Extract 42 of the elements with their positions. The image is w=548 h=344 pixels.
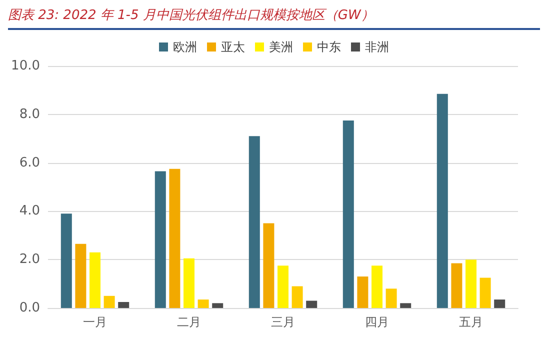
chart-title: 图表 23: 2022 年 1-5 月中国光伏组件出口规模按地区（GW） [8,6,540,30]
legend-label: 亚太 [221,40,245,54]
y-tick-label: 10.0 [11,58,40,74]
bar [372,266,382,308]
bar [466,260,476,308]
y-tick-label: 8.0 [19,106,40,122]
legend-label: 欧洲 [173,40,197,54]
legend-label: 美洲 [269,40,293,54]
bar [306,300,318,308]
x-tick-label: 三月 [271,315,295,329]
y-tick-label: 2.0 [19,252,40,268]
x-tick-label: 一月 [83,315,107,329]
bar [60,214,72,308]
bar [263,223,274,308]
bar [169,168,180,308]
bar [292,286,303,308]
bar [342,120,354,308]
bar [494,300,506,308]
bar [451,263,462,308]
bar [90,252,100,308]
y-tick-label: 4.0 [19,204,40,219]
bar [400,303,412,308]
x-tick-label: 五月 [459,315,483,329]
y-tick-label: 6.0 [19,155,40,170]
bar [278,266,288,308]
bar [75,244,86,308]
legend-label: 非洲 [365,40,389,54]
legend-label: 中东 [317,40,341,54]
bar [386,288,397,308]
bar [104,296,115,308]
x-tick-label: 二月 [177,315,201,329]
bar [248,136,260,308]
x-tick-label: 四月 [365,315,389,329]
bar [212,303,224,308]
bar [184,258,194,308]
bar [118,302,130,308]
bar [198,300,209,308]
bar [154,171,166,308]
y-tick-label: 0.0 [19,300,40,316]
bar [357,276,368,308]
bar [436,94,448,308]
bar [480,278,491,308]
